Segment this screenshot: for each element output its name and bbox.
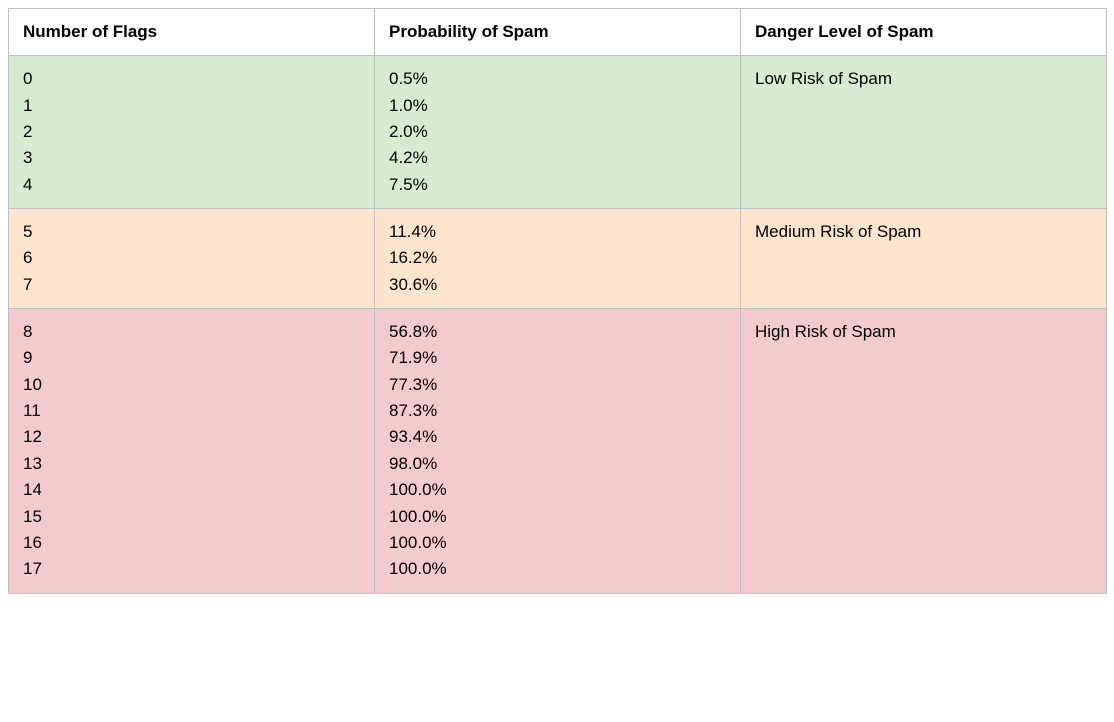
flags-value: 11 bbox=[23, 398, 360, 424]
probability-value: 100.0% bbox=[389, 530, 726, 556]
danger-level-cell: Low Risk of Spam bbox=[741, 56, 1107, 209]
risk-group-row: 012340.5%1.0%2.0%4.2%7.5%Low Risk of Spa… bbox=[9, 56, 1107, 209]
flags-value: 13 bbox=[23, 451, 360, 477]
flags-value: 8 bbox=[23, 319, 360, 345]
probability-value: 16.2% bbox=[389, 245, 726, 271]
table-body: 012340.5%1.0%2.0%4.2%7.5%Low Risk of Spa… bbox=[9, 56, 1107, 593]
probability-value: 56.8% bbox=[389, 319, 726, 345]
flags-cell: 891011121314151617 bbox=[9, 309, 375, 593]
flags-value: 6 bbox=[23, 245, 360, 271]
flags-value: 1 bbox=[23, 93, 360, 119]
probability-cell: 0.5%1.0%2.0%4.2%7.5% bbox=[375, 56, 741, 209]
column-header: Danger Level of Spam bbox=[741, 9, 1107, 56]
table-header-row: Number of FlagsProbability of SpamDanger… bbox=[9, 9, 1107, 56]
danger-level-cell: Medium Risk of Spam bbox=[741, 209, 1107, 309]
probability-cell: 56.8%71.9%77.3%87.3%93.4%98.0%100.0%100.… bbox=[375, 309, 741, 593]
flags-cell: 01234 bbox=[9, 56, 375, 209]
spam-risk-table: Number of FlagsProbability of SpamDanger… bbox=[8, 8, 1107, 594]
probability-cell: 11.4%16.2%30.6% bbox=[375, 209, 741, 309]
flags-value: 16 bbox=[23, 530, 360, 556]
probability-value: 98.0% bbox=[389, 451, 726, 477]
probability-value: 30.6% bbox=[389, 272, 726, 298]
probability-value: 87.3% bbox=[389, 398, 726, 424]
probability-value: 4.2% bbox=[389, 145, 726, 171]
flags-cell: 567 bbox=[9, 209, 375, 309]
probability-value: 11.4% bbox=[389, 219, 726, 245]
flags-value: 0 bbox=[23, 66, 360, 92]
probability-value: 100.0% bbox=[389, 556, 726, 582]
probability-value: 1.0% bbox=[389, 93, 726, 119]
probability-value: 77.3% bbox=[389, 372, 726, 398]
probability-value: 93.4% bbox=[389, 424, 726, 450]
flags-value: 14 bbox=[23, 477, 360, 503]
probability-value: 2.0% bbox=[389, 119, 726, 145]
danger-level-cell: High Risk of Spam bbox=[741, 309, 1107, 593]
probability-value: 71.9% bbox=[389, 345, 726, 371]
risk-group-row: 89101112131415161756.8%71.9%77.3%87.3%93… bbox=[9, 309, 1107, 593]
flags-value: 5 bbox=[23, 219, 360, 245]
flags-value: 3 bbox=[23, 145, 360, 171]
flags-value: 7 bbox=[23, 272, 360, 298]
flags-value: 15 bbox=[23, 504, 360, 530]
flags-value: 4 bbox=[23, 172, 360, 198]
flags-value: 9 bbox=[23, 345, 360, 371]
column-header: Number of Flags bbox=[9, 9, 375, 56]
risk-group-row: 56711.4%16.2%30.6%Medium Risk of Spam bbox=[9, 209, 1107, 309]
probability-value: 100.0% bbox=[389, 504, 726, 530]
probability-value: 7.5% bbox=[389, 172, 726, 198]
flags-value: 17 bbox=[23, 556, 360, 582]
flags-value: 10 bbox=[23, 372, 360, 398]
probability-value: 100.0% bbox=[389, 477, 726, 503]
probability-value: 0.5% bbox=[389, 66, 726, 92]
column-header: Probability of Spam bbox=[375, 9, 741, 56]
flags-value: 2 bbox=[23, 119, 360, 145]
flags-value: 12 bbox=[23, 424, 360, 450]
